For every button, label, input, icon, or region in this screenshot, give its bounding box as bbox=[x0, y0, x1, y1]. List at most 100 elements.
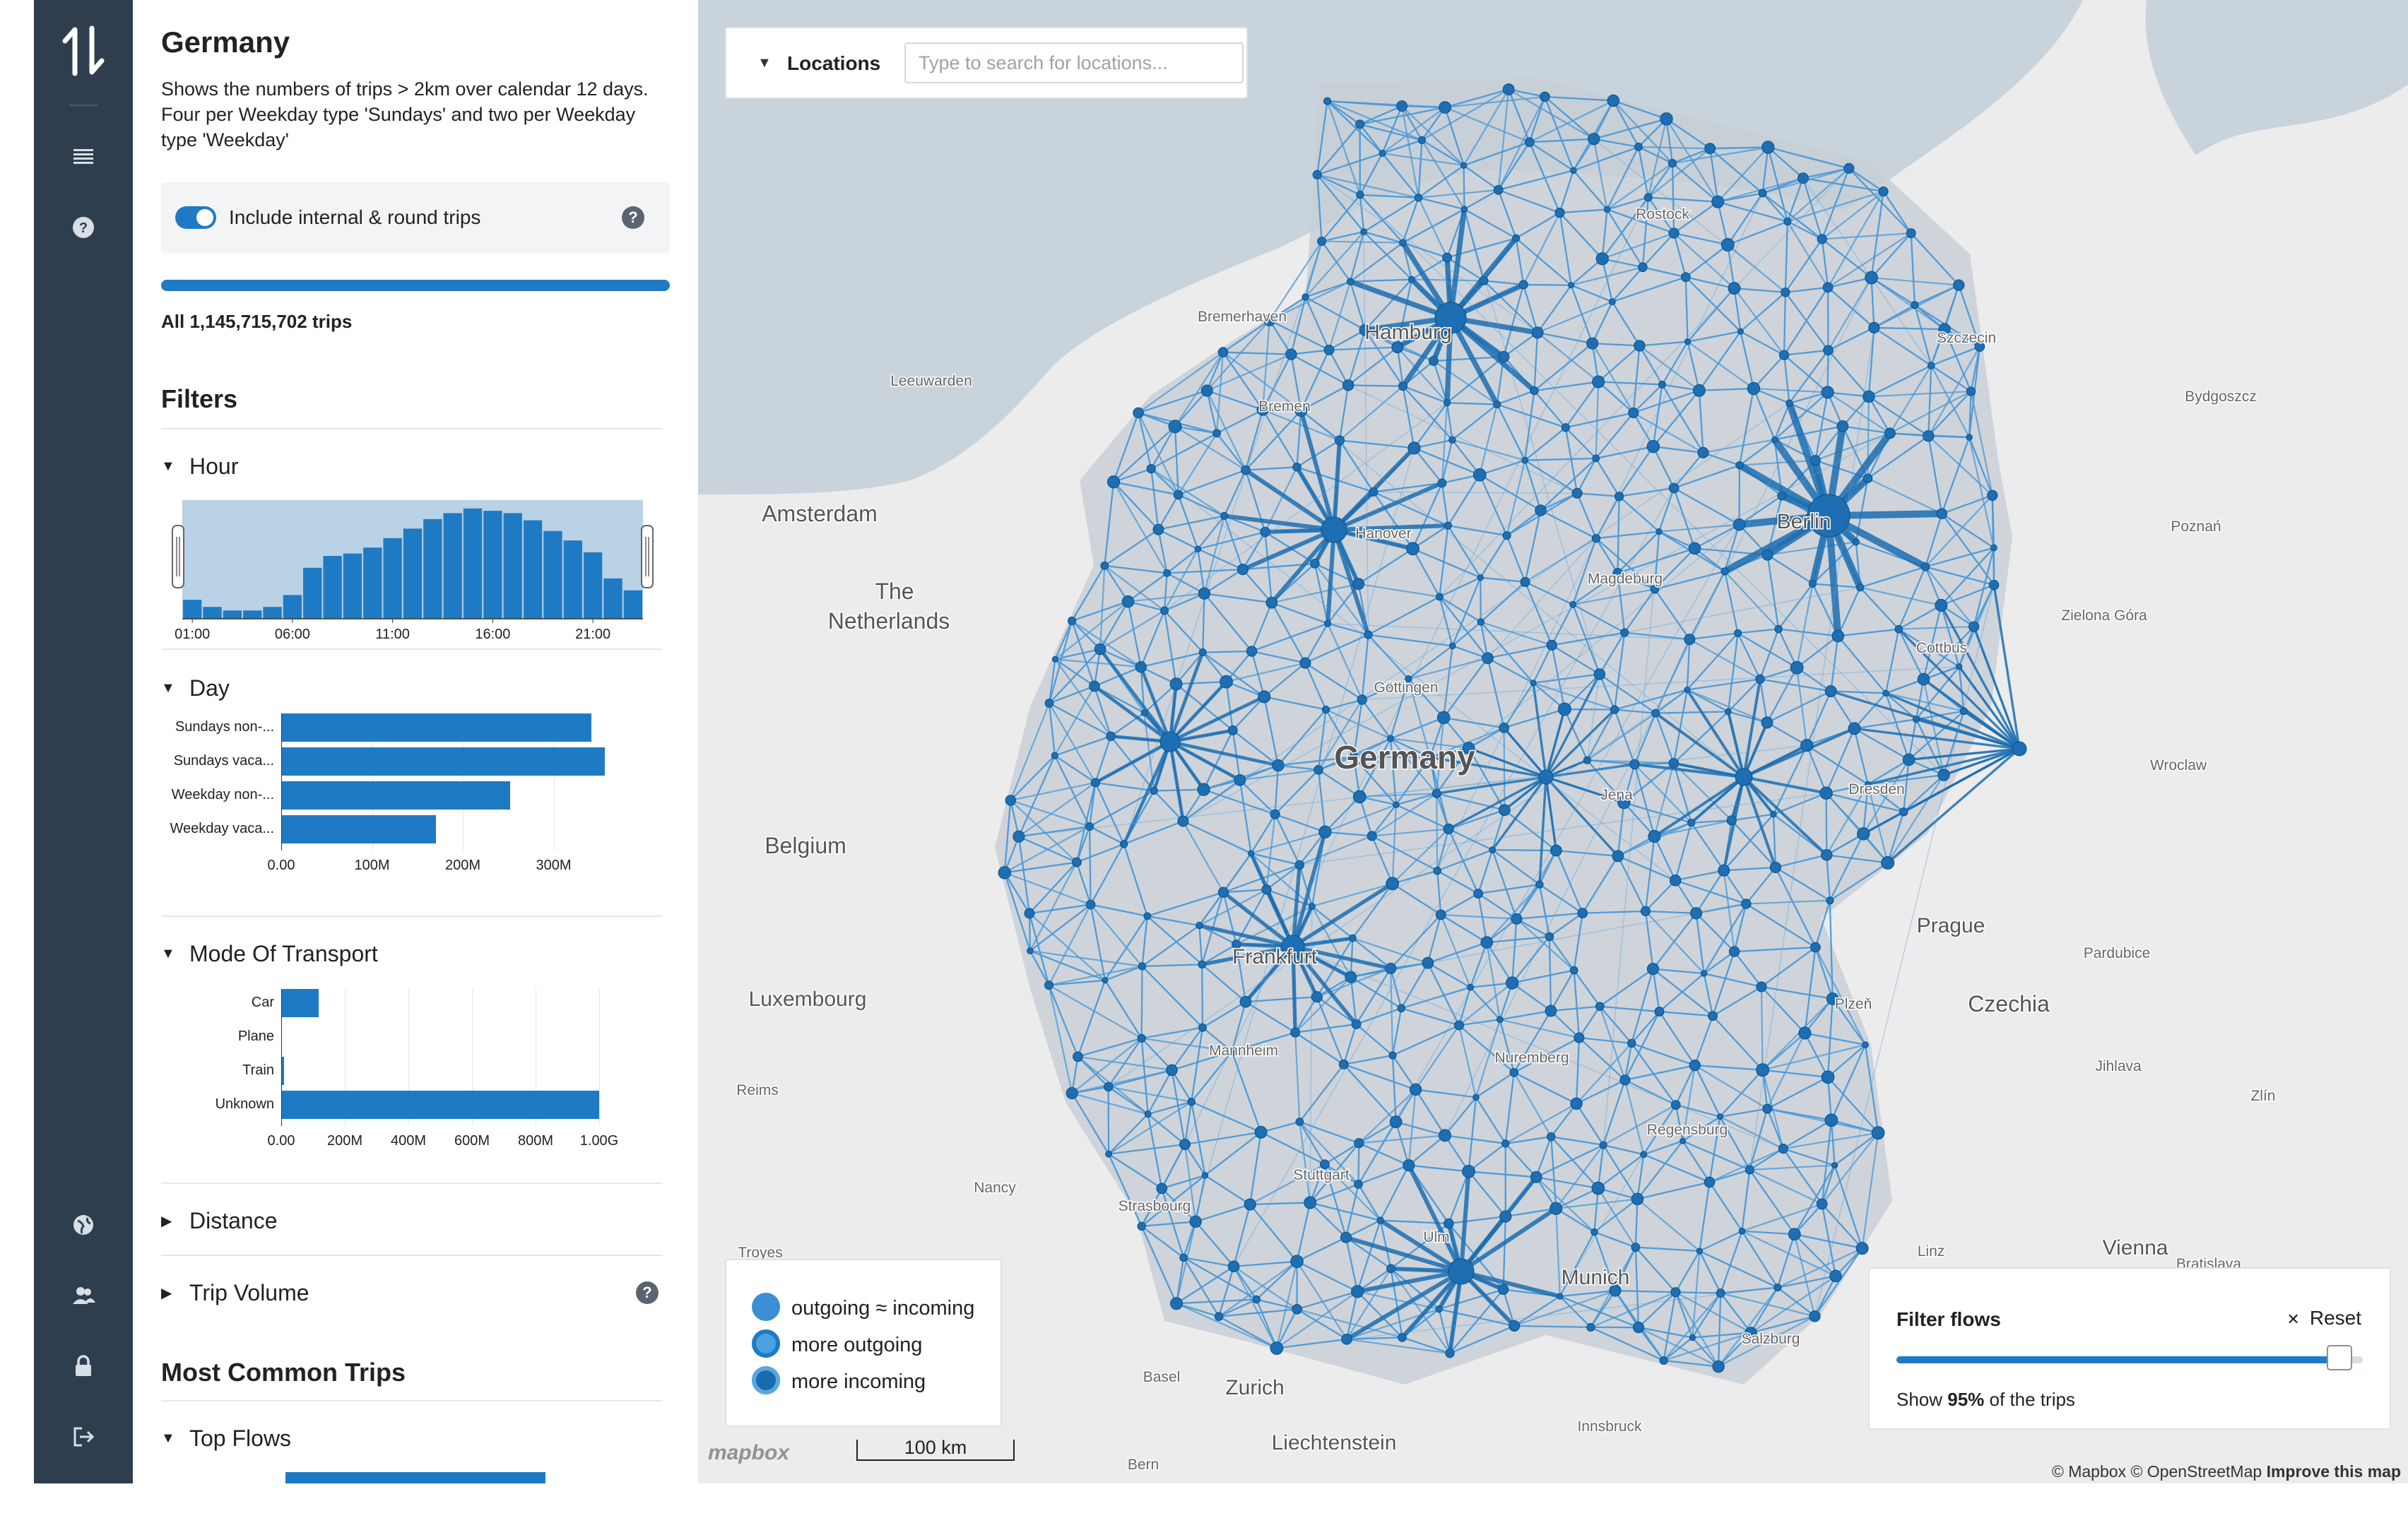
location-node[interactable] bbox=[1341, 1333, 1352, 1345]
flow-line[interactable] bbox=[1447, 525, 1482, 579]
flow-line[interactable] bbox=[1113, 481, 1168, 574]
flow-line[interactable] bbox=[1867, 435, 1929, 480]
filter-hour-header[interactable]: ▼ Hour bbox=[161, 452, 238, 480]
flow-line[interactable] bbox=[1516, 918, 1550, 937]
flow-line[interactable] bbox=[1552, 632, 1625, 646]
flow-line[interactable] bbox=[1973, 626, 2021, 749]
flow-line[interactable] bbox=[1244, 409, 1264, 470]
flow-line[interactable] bbox=[1233, 487, 1675, 1267]
flow-line[interactable] bbox=[1468, 1171, 1506, 1217]
flow-line[interactable] bbox=[1395, 804, 1449, 830]
location-node[interactable] bbox=[1966, 434, 1973, 441]
flow-line[interactable] bbox=[1158, 515, 1224, 531]
location-node[interactable] bbox=[1684, 338, 1692, 345]
flow-line[interactable] bbox=[1321, 231, 1364, 242]
location-node[interactable] bbox=[1143, 912, 1152, 920]
location-node[interactable] bbox=[1351, 1285, 1364, 1298]
flow-line[interactable] bbox=[1821, 1165, 1836, 1204]
flow-line[interactable] bbox=[1309, 906, 1313, 1203]
flow-line[interactable] bbox=[1573, 913, 1583, 971]
flow-line[interactable] bbox=[1390, 968, 1403, 1009]
flow-line[interactable] bbox=[1099, 648, 1171, 743]
flow-line[interactable] bbox=[1072, 1086, 1109, 1094]
flow-line[interactable] bbox=[1783, 292, 1786, 355]
flow-line[interactable] bbox=[1691, 819, 1732, 824]
help-icon[interactable]: ? bbox=[69, 213, 98, 242]
flow-line[interactable] bbox=[1332, 529, 1371, 636]
location-node[interactable] bbox=[1917, 672, 1930, 686]
flow-line[interactable] bbox=[1923, 626, 1975, 680]
flow-line[interactable] bbox=[1359, 194, 1365, 232]
flow-line[interactable] bbox=[1203, 730, 1234, 790]
flow-line[interactable] bbox=[1498, 189, 1560, 214]
location-node[interactable] bbox=[1321, 705, 1330, 714]
flow-line[interactable] bbox=[1652, 390, 1700, 447]
flow-line[interactable] bbox=[1249, 1204, 1298, 1262]
flow-line[interactable] bbox=[1400, 986, 1471, 1009]
flow-line[interactable] bbox=[1663, 1337, 1693, 1361]
location-node[interactable] bbox=[1711, 195, 1725, 208]
flow-line[interactable] bbox=[1183, 1257, 1234, 1267]
flow-line[interactable] bbox=[1439, 596, 1453, 646]
flow-line[interactable] bbox=[1468, 747, 1547, 778]
location-node[interactable] bbox=[1823, 345, 1834, 356]
flow-line[interactable] bbox=[1696, 903, 1747, 914]
flow-line[interactable] bbox=[1345, 1237, 1359, 1292]
flow-line[interactable] bbox=[1297, 1236, 1347, 1262]
flow-line[interactable] bbox=[1414, 439, 1453, 449]
flow-line[interactable] bbox=[1222, 351, 1302, 411]
flow-line[interactable] bbox=[1316, 174, 1323, 242]
flow-line[interactable] bbox=[1590, 1290, 1616, 1328]
flow-line[interactable] bbox=[1345, 1236, 1392, 1269]
flow-line[interactable] bbox=[1381, 153, 1420, 198]
flow-line[interactable] bbox=[1970, 346, 1981, 392]
location-node[interactable] bbox=[1619, 1074, 1631, 1086]
location-node[interactable] bbox=[1433, 866, 1441, 875]
location-node[interactable] bbox=[1540, 91, 1550, 102]
location-node[interactable] bbox=[1270, 1341, 1284, 1355]
flow-line[interactable] bbox=[1749, 1164, 1835, 1171]
flow-line[interactable] bbox=[1446, 403, 1453, 440]
flow-line[interactable] bbox=[1327, 622, 1369, 636]
flow-line[interactable] bbox=[1787, 191, 1884, 223]
location-node[interactable] bbox=[1561, 423, 1570, 432]
flow-line[interactable] bbox=[1402, 208, 1465, 244]
flow-line[interactable] bbox=[1204, 1174, 1251, 1205]
location-node[interactable] bbox=[1755, 674, 1765, 684]
brush-handle-left[interactable] bbox=[172, 525, 184, 588]
flow-line[interactable] bbox=[1766, 667, 1798, 723]
flow-line[interactable] bbox=[1564, 708, 1615, 711]
location-node[interactable] bbox=[1810, 455, 1821, 466]
flow-line[interactable] bbox=[1607, 196, 1648, 211]
flow-line[interactable] bbox=[1572, 138, 1595, 171]
flow-line[interactable] bbox=[1612, 276, 1687, 303]
flow-line[interactable] bbox=[1350, 278, 1412, 283]
flow-line[interactable] bbox=[1487, 538, 1597, 659]
flow-line[interactable] bbox=[1218, 1315, 1277, 1349]
flow-line[interactable] bbox=[1164, 548, 1199, 611]
flow-line[interactable] bbox=[1834, 1132, 1879, 1166]
attrib-osm[interactable]: © OpenStreetMap bbox=[2130, 1462, 2262, 1481]
location-node[interactable] bbox=[1089, 680, 1100, 692]
flow-line[interactable] bbox=[1010, 754, 1056, 801]
flow-line[interactable] bbox=[1761, 947, 1817, 988]
flow-line[interactable] bbox=[1195, 1175, 1206, 1222]
flow-line[interactable] bbox=[1231, 1051, 1262, 1133]
flow-line[interactable] bbox=[1592, 343, 1640, 347]
flow-line[interactable] bbox=[1099, 648, 1142, 668]
flow-line[interactable] bbox=[1292, 946, 1784, 1149]
flow-line[interactable] bbox=[1793, 1203, 1823, 1235]
flow-line[interactable] bbox=[1491, 776, 1547, 851]
reset-button[interactable]: ✕ Reset bbox=[2286, 1307, 2361, 1329]
flow-line[interactable] bbox=[1633, 412, 1704, 454]
location-node[interactable] bbox=[1159, 731, 1181, 752]
location-node[interactable] bbox=[1821, 1070, 1835, 1084]
flow-line[interactable] bbox=[1202, 593, 1205, 653]
flow-line[interactable] bbox=[1868, 390, 1971, 398]
flow-line[interactable] bbox=[1647, 196, 1675, 234]
flow-line[interactable] bbox=[1275, 1261, 1298, 1349]
flow-line[interactable] bbox=[1108, 1154, 1143, 1227]
location-node[interactable] bbox=[1684, 634, 1696, 646]
flow-line[interactable] bbox=[1777, 1286, 1816, 1317]
flow-line[interactable] bbox=[1556, 849, 1618, 857]
